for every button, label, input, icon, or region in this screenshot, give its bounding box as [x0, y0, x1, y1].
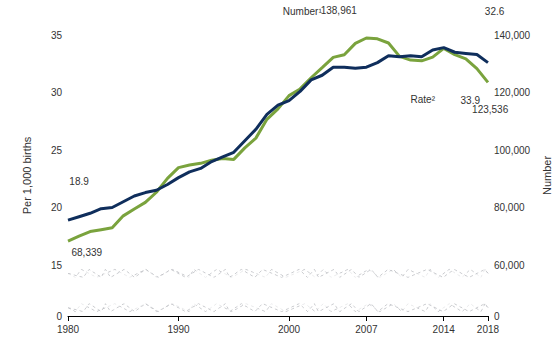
svg-text:Number: Number [541, 156, 553, 195]
svg-text:1980: 1980 [57, 324, 80, 335]
svg-text:1990: 1990 [167, 324, 190, 335]
svg-text:2018: 2018 [477, 324, 500, 335]
svg-text:18.9: 18.9 [69, 176, 89, 187]
svg-text:35: 35 [51, 30, 63, 41]
svg-text:30: 30 [51, 87, 63, 98]
svg-text:80,000: 80,000 [494, 202, 525, 213]
svg-text:100,000: 100,000 [494, 145, 531, 156]
svg-text:2007: 2007 [355, 324, 378, 335]
svg-text:25: 25 [51, 145, 63, 156]
svg-text:Per 1,000 births: Per 1,000 births [21, 136, 33, 214]
svg-text:140,000: 140,000 [494, 30, 531, 41]
svg-text:20: 20 [51, 202, 63, 213]
svg-text:2000: 2000 [278, 324, 301, 335]
svg-text:0: 0 [494, 311, 500, 322]
svg-text:68,339: 68,339 [71, 247, 102, 258]
svg-text:0: 0 [56, 311, 62, 322]
svg-text:60,000: 60,000 [494, 260, 525, 271]
svg-text:15: 15 [51, 260, 63, 271]
svg-text:120,000: 120,000 [494, 87, 531, 98]
svg-text:32.6: 32.6 [485, 6, 505, 17]
svg-text:Number¹: Number¹ [283, 6, 323, 17]
svg-text:123,536: 123,536 [472, 104, 509, 115]
svg-text:138,961: 138,961 [321, 5, 358, 16]
svg-text:2014: 2014 [433, 324, 456, 335]
svg-text:Rate²: Rate² [411, 94, 436, 105]
svg-text:33.9: 33.9 [460, 95, 480, 107]
